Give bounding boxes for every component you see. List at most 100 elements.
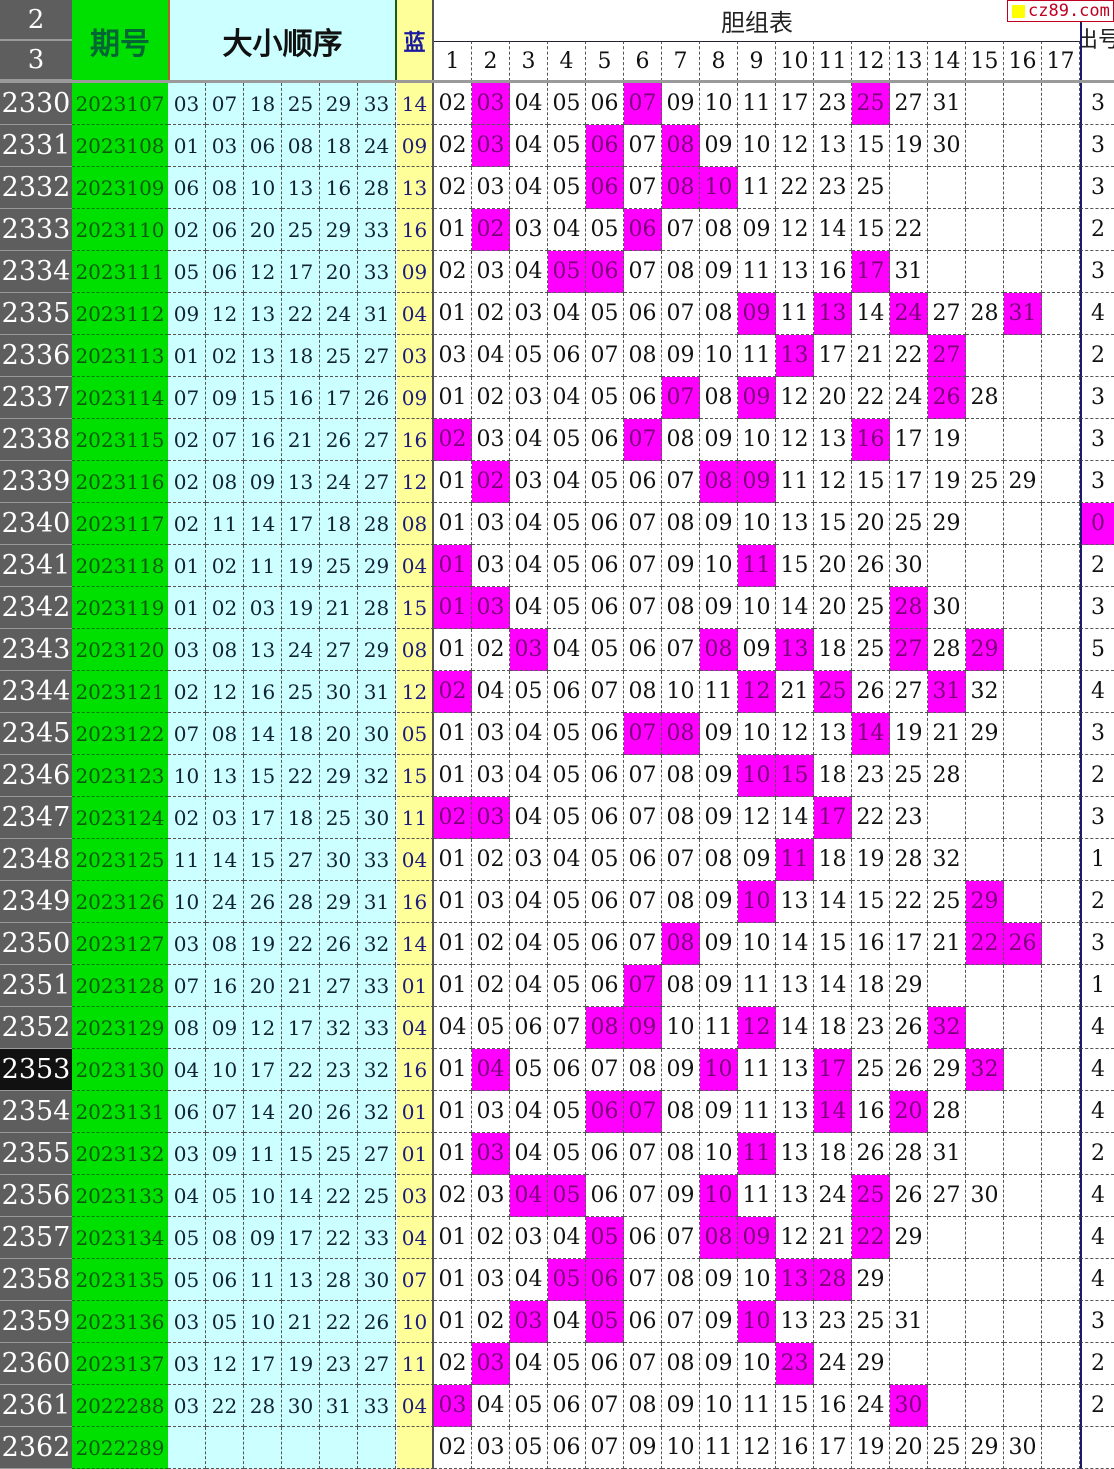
group-cell[interactable]: 04 — [548, 461, 586, 503]
group-cell-hit[interactable]: 03 — [472, 125, 510, 167]
red-ball-cell[interactable]: 21 — [282, 419, 320, 461]
group-cell-hit[interactable]: 10 — [738, 755, 776, 797]
blue-ball-cell[interactable]: 13 — [397, 167, 434, 209]
red-ball-cell[interactable]: 19 — [282, 1343, 320, 1385]
group-cell[interactable] — [1042, 209, 1080, 251]
group-cell[interactable] — [1004, 965, 1042, 1007]
group-cell[interactable]: 07 — [624, 251, 662, 293]
red-ball-cell[interactable]: 08 — [168, 1007, 206, 1049]
group-cell[interactable] — [966, 1217, 1004, 1259]
group-cell[interactable]: 11 — [738, 335, 776, 377]
row-number[interactable]: 2340 — [0, 503, 72, 545]
group-cell-hit[interactable]: 07 — [624, 83, 662, 125]
group-cell-hit[interactable]: 14 — [814, 1091, 852, 1133]
red-ball-cell[interactable] — [206, 1427, 244, 1469]
group-cell[interactable] — [1004, 545, 1042, 587]
group-column-header[interactable]: 11 — [814, 41, 852, 81]
red-ball-cell[interactable]: 16 — [206, 965, 244, 1007]
group-cell-hit[interactable]: 04 — [510, 1175, 548, 1217]
group-cell-hit[interactable]: 22 — [852, 1217, 890, 1259]
group-cell[interactable]: 01 — [434, 881, 472, 923]
red-ball-cell[interactable]: 32 — [320, 1007, 358, 1049]
group-cell[interactable] — [966, 545, 1004, 587]
issue-cell[interactable]: 2023126 — [72, 881, 168, 923]
red-ball-cell[interactable]: 02 — [168, 797, 206, 839]
out-count-cell[interactable]: 3 — [1080, 1301, 1114, 1343]
group-cell[interactable] — [966, 1259, 1004, 1301]
group-cell-hit[interactable]: 02 — [434, 797, 472, 839]
issue-cell[interactable]: 2023125 — [72, 839, 168, 881]
group-cell-hit[interactable]: 03 — [434, 1385, 472, 1427]
group-cell[interactable]: 09 — [738, 209, 776, 251]
red-ball-cell[interactable]: 24 — [320, 461, 358, 503]
group-cell-hit[interactable]: 09 — [738, 293, 776, 335]
red-ball-cell[interactable]: 26 — [320, 1091, 358, 1133]
group-cell[interactable]: 10 — [738, 713, 776, 755]
group-cell[interactable] — [1004, 671, 1042, 713]
group-cell-hit[interactable]: 06 — [586, 167, 624, 209]
group-cell[interactable] — [1004, 503, 1042, 545]
group-cell[interactable]: 13 — [814, 419, 852, 461]
group-cell[interactable]: 11 — [738, 1049, 776, 1091]
group-cell[interactable]: 04 — [510, 1259, 548, 1301]
row-number[interactable]: 2347 — [0, 797, 72, 839]
issue-cell[interactable]: 2023132 — [72, 1133, 168, 1175]
out-count-cell[interactable]: 3 — [1080, 251, 1114, 293]
group-cell[interactable]: 05 — [548, 419, 586, 461]
group-cell[interactable]: 07 — [624, 1259, 662, 1301]
row-number[interactable]: 2357 — [0, 1217, 72, 1259]
group-cell[interactable]: 13 — [776, 1091, 814, 1133]
row-number[interactable]: 2348 — [0, 839, 72, 881]
red-ball-cell[interactable]: 09 — [206, 1007, 244, 1049]
group-cell[interactable]: 04 — [548, 1301, 586, 1343]
group-cell[interactable]: 12 — [738, 797, 776, 839]
group-cell[interactable]: 08 — [662, 251, 700, 293]
group-cell-hit[interactable]: 02 — [472, 461, 510, 503]
blue-ball-cell[interactable]: 14 — [397, 923, 434, 965]
group-cell[interactable]: 02 — [472, 839, 510, 881]
red-ball-cell[interactable]: 17 — [282, 1007, 320, 1049]
group-cell[interactable]: 19 — [852, 1427, 890, 1469]
out-count-cell[interactable]: 0 — [1080, 503, 1114, 545]
group-cell-hit[interactable]: 05 — [548, 251, 586, 293]
group-cell[interactable]: 12 — [776, 713, 814, 755]
row-number[interactable]: 2353 — [0, 1049, 72, 1091]
group-cell[interactable]: 30 — [966, 1175, 1004, 1217]
group-cell[interactable]: 07 — [586, 1049, 624, 1091]
group-cell[interactable]: 29 — [928, 503, 966, 545]
red-ball-cell[interactable]: 13 — [244, 293, 282, 335]
red-ball-cell[interactable]: 33 — [358, 251, 396, 293]
group-cell-hit[interactable]: 31 — [1004, 293, 1042, 335]
red-ball-cell[interactable]: 10 — [168, 881, 206, 923]
out-count-cell[interactable]: 5 — [1080, 629, 1114, 671]
group-cell[interactable]: 29 — [928, 1049, 966, 1091]
row-number[interactable]: 2362 — [0, 1427, 72, 1469]
group-cell[interactable]: 18 — [814, 1133, 852, 1175]
group-cell[interactable]: 11 — [700, 1427, 738, 1469]
group-cell[interactable] — [1004, 629, 1042, 671]
out-count-cell[interactable]: 3 — [1080, 125, 1114, 167]
group-cell[interactable]: 20 — [814, 587, 852, 629]
group-cell[interactable]: 11 — [738, 965, 776, 1007]
red-ball-cell[interactable]: 31 — [358, 671, 396, 713]
red-ball-cell[interactable]: 11 — [244, 1259, 282, 1301]
group-cell[interactable]: 09 — [700, 1259, 738, 1301]
group-cell[interactable] — [966, 1133, 1004, 1175]
out-count-cell[interactable]: 1 — [1080, 965, 1114, 1007]
red-ball-cell[interactable]: 22 — [320, 1217, 358, 1259]
group-cell-hit[interactable]: 13 — [814, 293, 852, 335]
group-cell[interactable] — [1004, 587, 1042, 629]
group-cell-hit[interactable]: 03 — [472, 83, 510, 125]
group-cell[interactable]: 31 — [928, 1133, 966, 1175]
group-cell[interactable]: 15 — [776, 1385, 814, 1427]
blue-ball-cell[interactable]: 08 — [397, 503, 434, 545]
red-ball-cell[interactable]: 18 — [282, 797, 320, 839]
group-cell[interactable]: 07 — [624, 587, 662, 629]
red-ball-cell[interactable]: 10 — [244, 1301, 282, 1343]
group-cell-hit[interactable]: 09 — [624, 1007, 662, 1049]
group-cell[interactable]: 13 — [776, 965, 814, 1007]
group-cell[interactable]: 18 — [814, 839, 852, 881]
group-cell[interactable] — [1042, 1427, 1080, 1469]
group-cell[interactable]: 15 — [852, 209, 890, 251]
group-cell[interactable]: 22 — [852, 377, 890, 419]
